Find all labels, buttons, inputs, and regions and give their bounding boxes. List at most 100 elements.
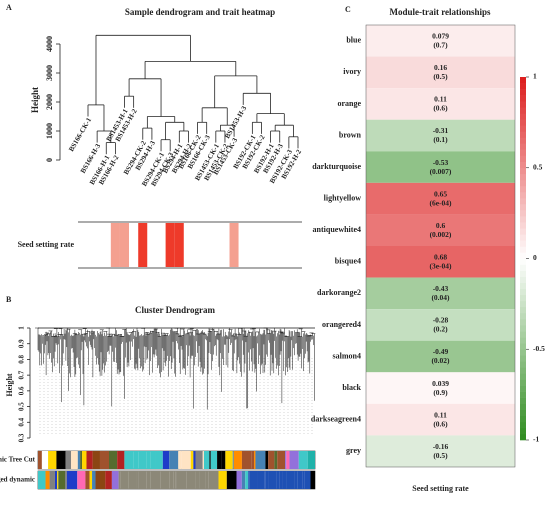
strip-cell — [169, 451, 179, 469]
colorbar-cell — [520, 300, 526, 308]
strip-cell — [286, 451, 290, 469]
colorbar-cell — [520, 415, 526, 423]
heat-cell — [366, 88, 515, 120]
strip-cell — [286, 471, 295, 489]
colorbar-cell — [520, 77, 526, 84]
value-label: -0.28 — [433, 316, 449, 325]
colorbar-cell — [520, 149, 526, 156]
value-label: -0.16 — [433, 442, 449, 451]
value-label: -0.31 — [433, 126, 449, 135]
strip-cell — [54, 471, 58, 489]
strip-cell — [178, 451, 182, 469]
trait-cell — [119, 223, 130, 267]
pvalue-label: (0.9) — [433, 388, 448, 397]
strip-cell — [48, 451, 57, 469]
strip-cell — [208, 471, 219, 489]
row-label: blue — [346, 36, 361, 45]
colorbar-cell — [520, 427, 526, 435]
trait-cell — [193, 223, 203, 267]
strip-cell — [66, 471, 73, 489]
colorbar-cell — [520, 83, 526, 90]
value-label: 0.65 — [434, 189, 447, 198]
pvalue-label: (0.5) — [433, 72, 448, 81]
heat-cell — [366, 56, 515, 89]
strip-cell — [173, 471, 176, 489]
heat-frame — [365, 24, 516, 468]
trait-cell — [266, 223, 276, 267]
trait-cell — [129, 223, 139, 267]
strip-cell — [136, 471, 139, 489]
heat-cell — [366, 372, 515, 404]
colorbar-cell — [520, 95, 526, 102]
strip-cell — [72, 471, 78, 489]
strip-cell — [289, 451, 299, 469]
colorbar-cell — [520, 325, 526, 332]
strip-cell — [248, 471, 250, 489]
row-label: darkseagreen4 — [311, 414, 361, 423]
heat-cell — [366, 309, 515, 341]
row-label: salmon4 — [333, 351, 361, 360]
strip-cell — [203, 451, 210, 469]
colorbar-cell — [520, 89, 526, 96]
strip-cell — [146, 451, 151, 469]
strip-cell — [58, 471, 66, 489]
panel-letter: B — [6, 295, 12, 304]
heat-cell — [366, 403, 515, 436]
y-tick-label: 0.7 — [18, 370, 26, 379]
strip-cell — [124, 451, 134, 469]
strip-cell — [109, 451, 118, 469]
strip-cell — [65, 471, 67, 489]
colorbar-cell — [520, 421, 526, 429]
pvalue-label: (0.007) — [430, 167, 452, 176]
strip-cell — [117, 451, 125, 469]
row-label: darkorange2 — [317, 288, 361, 297]
strip-cell — [77, 451, 81, 469]
strip-cell — [276, 471, 280, 489]
trait-cell — [156, 223, 166, 267]
colorbar-cell — [520, 185, 526, 193]
strip-cell — [155, 451, 163, 469]
colorbar-cell — [520, 367, 526, 374]
row-label: black — [342, 383, 361, 392]
strip-cell — [45, 471, 50, 489]
strip-cell — [274, 451, 278, 469]
strip-cell — [133, 451, 139, 469]
strip-cell — [282, 471, 287, 489]
colorbar-cell — [520, 355, 526, 362]
panel-letter: C — [345, 5, 351, 14]
strip-cell — [77, 471, 86, 489]
colorbar-cell — [520, 276, 526, 283]
pvalue-label: (0.1) — [433, 135, 448, 144]
row-label: darkturquoise — [312, 162, 361, 171]
row-label: grey — [346, 446, 361, 455]
pvalue-label: (0.002) — [430, 230, 452, 239]
strip-cell — [176, 471, 187, 489]
trait-cell — [101, 223, 111, 267]
row-label: brown — [339, 130, 362, 139]
strip-cell — [205, 471, 209, 489]
trait-cell — [284, 223, 294, 267]
heat-cell — [366, 182, 515, 215]
strip-cell — [99, 451, 110, 469]
strip-cell — [298, 451, 308, 469]
strip-cell — [181, 451, 191, 469]
colorbar-cell — [520, 319, 526, 326]
heat-cell — [366, 246, 515, 278]
strip-cell — [233, 451, 242, 469]
strip-cell — [82, 451, 87, 469]
strip-cell — [268, 451, 275, 469]
colorbar-cell — [520, 161, 526, 169]
colorbar-cell — [520, 173, 526, 181]
colorbar-cell — [520, 331, 526, 338]
colorbar-cell — [520, 258, 526, 265]
trait-cell — [147, 223, 157, 267]
x-axis-label: Seed setting rate — [412, 484, 469, 493]
value-label: 0.16 — [434, 63, 447, 72]
row-label: bisque4 — [335, 257, 361, 266]
strip-cell — [255, 451, 266, 469]
strip-cell — [128, 471, 137, 489]
y-tick-label: 2000 — [45, 94, 54, 110]
colorbar-cell — [520, 312, 526, 320]
strip-cell — [95, 471, 106, 489]
row-label: ivory — [343, 67, 361, 76]
